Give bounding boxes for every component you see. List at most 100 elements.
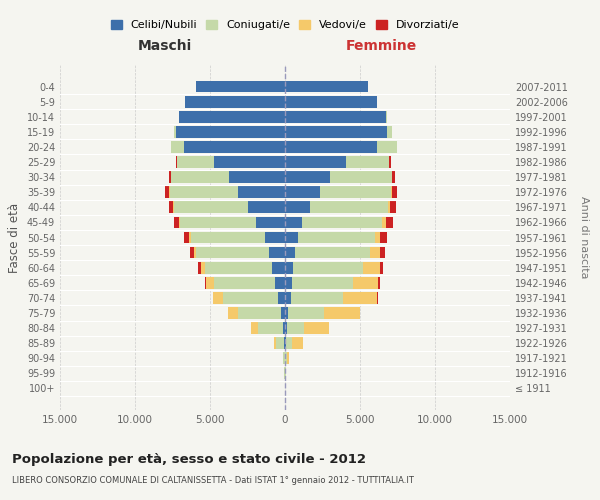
Bar [370,246,380,258]
Bar [293,262,363,274]
Bar [353,277,379,288]
Bar [174,202,248,213]
Bar [238,307,281,319]
Bar [189,232,191,243]
Bar [377,292,378,304]
Bar [295,246,370,258]
Bar [184,232,189,243]
Bar [285,156,346,168]
Bar [214,277,275,288]
Bar [272,262,285,274]
Bar [169,202,173,213]
Bar [363,262,380,274]
Bar [380,262,383,274]
Bar [212,292,213,304]
Bar [287,322,304,334]
Bar [298,232,375,243]
Bar [285,292,290,304]
Bar [287,352,289,364]
Y-axis label: Anni di nascita: Anni di nascita [579,196,589,279]
Bar [324,307,360,319]
Bar [184,141,285,153]
Bar [213,292,223,304]
Bar [389,156,391,168]
Bar [290,292,343,304]
Bar [377,141,397,153]
Bar [171,171,229,183]
Bar [283,322,285,334]
Bar [285,186,320,198]
Bar [382,216,386,228]
Bar [285,216,302,228]
Bar [392,186,397,198]
Bar [258,322,283,334]
Bar [320,186,391,198]
Bar [379,277,380,288]
Text: Popolazione per età, sesso e stato civile - 2012: Popolazione per età, sesso e stato civil… [12,452,366,466]
Bar [265,232,285,243]
Bar [285,80,368,92]
Bar [229,171,285,183]
Bar [177,156,214,168]
Bar [165,186,169,198]
Bar [205,262,272,274]
Text: LIBERO CONSORZIO COMUNALE DI CALTANISSETTA - Dati ISTAT 1° gennaio 2012 - TUTTIT: LIBERO CONSORZIO COMUNALE DI CALTANISSET… [12,476,414,485]
Bar [388,126,392,138]
Bar [238,186,285,198]
Bar [292,338,302,349]
Bar [285,246,295,258]
Bar [206,277,214,288]
Bar [170,186,238,198]
Bar [185,96,285,108]
Bar [285,277,292,288]
Bar [269,246,285,258]
Text: Femmine: Femmine [346,38,416,52]
Bar [228,307,238,319]
Bar [286,338,292,349]
Bar [386,111,387,122]
Bar [196,80,285,92]
Bar [285,202,310,213]
Bar [285,171,330,183]
Bar [190,246,194,258]
Bar [285,111,386,122]
Bar [205,277,206,288]
Bar [285,141,377,153]
Bar [179,216,180,228]
Bar [176,126,285,138]
Bar [310,202,388,213]
Bar [198,262,200,274]
Bar [304,322,329,334]
Bar [174,126,176,138]
Bar [248,202,285,213]
Bar [285,338,286,349]
Text: Maschi: Maschi [138,38,192,52]
Bar [285,322,287,334]
Bar [176,156,177,168]
Bar [285,262,293,274]
Bar [169,171,171,183]
Bar [285,96,377,108]
Bar [214,156,285,168]
Bar [392,171,395,183]
Bar [275,277,285,288]
Bar [194,246,196,258]
Bar [330,171,392,183]
Bar [380,232,386,243]
Bar [285,307,289,319]
Bar [302,216,382,228]
Bar [346,156,389,168]
Bar [289,307,324,319]
Bar [274,338,276,349]
Bar [390,202,395,213]
Bar [191,232,265,243]
Bar [343,292,377,304]
Y-axis label: Fasce di età: Fasce di età [8,202,21,272]
Legend: Celibi/Nubili, Coniugati/e, Vedovi/e, Divorziati/e: Celibi/Nubili, Coniugati/e, Vedovi/e, Di… [106,16,464,34]
Bar [292,277,353,288]
Bar [200,262,205,274]
Bar [285,126,388,138]
Bar [276,338,284,349]
Bar [196,246,269,258]
Bar [380,246,385,258]
